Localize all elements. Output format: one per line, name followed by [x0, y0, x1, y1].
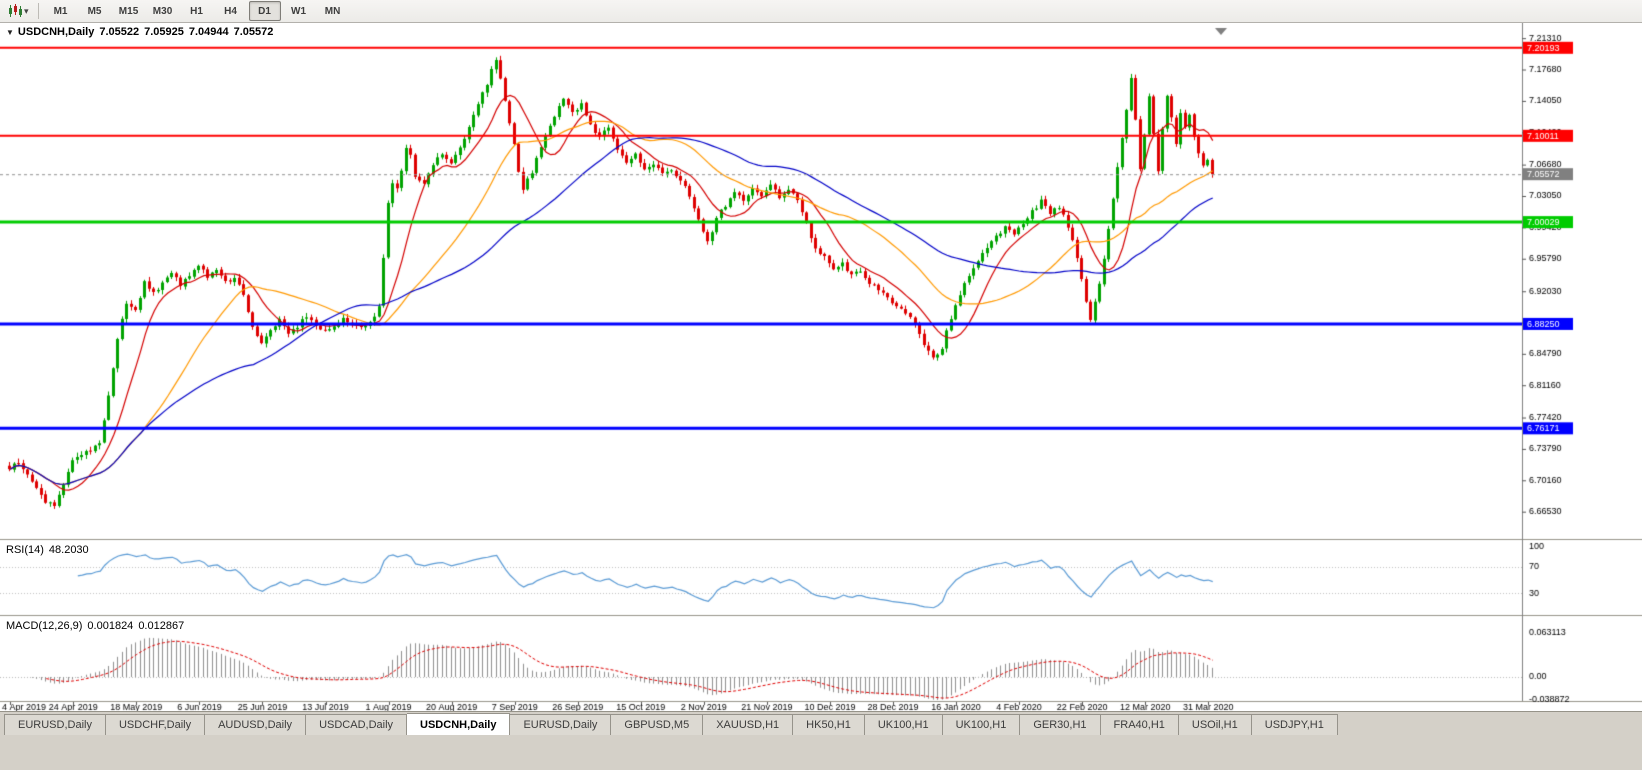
- timeframe-d1-button[interactable]: D1: [248, 1, 281, 21]
- tab-usdchf-daily[interactable]: USDCHF,Daily: [105, 714, 206, 735]
- chart-window: ▼ USDCNH,Daily 7.05522 7.05925 7.04944 7.0557…: [0, 23, 1642, 711]
- timeframe-m1-button[interactable]: M1: [53, 5, 68, 17]
- tab-usdcnh-daily[interactable]: USDCNH,Daily: [407, 713, 511, 735]
- tab-uk100-h1[interactable]: UK100,H1: [942, 714, 1021, 735]
- chart-tabbar: EURUSD,Daily USDCHF,Daily AUDUSD,Daily USDC…: [0, 711, 1642, 735]
- timeframe-h1-button[interactable]: H1: [190, 5, 203, 17]
- tab-audusd-daily[interactable]: AUDUSD,Daily: [205, 714, 307, 735]
- top-toolbar: ▾ M1 M5 M15 M30 H1 H4 D1 W1 MN: [0, 0, 1642, 23]
- timeframe-w1-button[interactable]: W1: [291, 5, 307, 17]
- bottom-filler: [0, 735, 1642, 770]
- timeframe-m5-button[interactable]: M5: [87, 5, 102, 17]
- tab-usdcad-daily[interactable]: USDCAD,Daily: [306, 714, 408, 735]
- candlestick-chart-icon: [9, 4, 22, 17]
- price-chart-canvas[interactable]: [0, 23, 1642, 711]
- tab-hk50-h1[interactable]: HK50,H1: [793, 714, 865, 735]
- tab-usdjpy-h1[interactable]: USDJPY,H1: [1251, 714, 1338, 735]
- chart-type-dropdown[interactable]: ▾: [3, 1, 33, 21]
- tab-eurusd-daily[interactable]: EURUSD,Daily: [4, 714, 106, 735]
- tab-usoil-h1[interactable]: USOil,H1: [1178, 714, 1252, 735]
- collapse-arrow-icon[interactable]: ▼: [6, 28, 14, 37]
- timeframe-bar: M1 M5 M15 M30 H1 H4 D1 W1 MN: [44, 1, 350, 21]
- timeframe-m30-button[interactable]: M30: [152, 5, 173, 17]
- tab-ger30-h1[interactable]: GER30,H1: [1020, 714, 1101, 735]
- toolbar-separator: [37, 3, 39, 19]
- timeframe-mn-button[interactable]: MN: [324, 5, 341, 17]
- tab-fra40-h1[interactable]: FRA40,H1: [1100, 714, 1179, 735]
- chevron-down-icon: ▾: [24, 5, 29, 16]
- tab-uk100-h1[interactable]: UK100,H1: [864, 714, 943, 735]
- tab-xauusd-h1[interactable]: XAUUSD,H1: [703, 714, 794, 735]
- tab-gbpusd-m5[interactable]: GBPUSD,M5: [611, 714, 704, 735]
- timeframe-h4-button[interactable]: H4: [224, 5, 237, 17]
- timeframe-m15-button[interactable]: M15: [118, 5, 139, 17]
- tab-eurusd-daily[interactable]: EURUSD,Daily: [510, 714, 612, 735]
